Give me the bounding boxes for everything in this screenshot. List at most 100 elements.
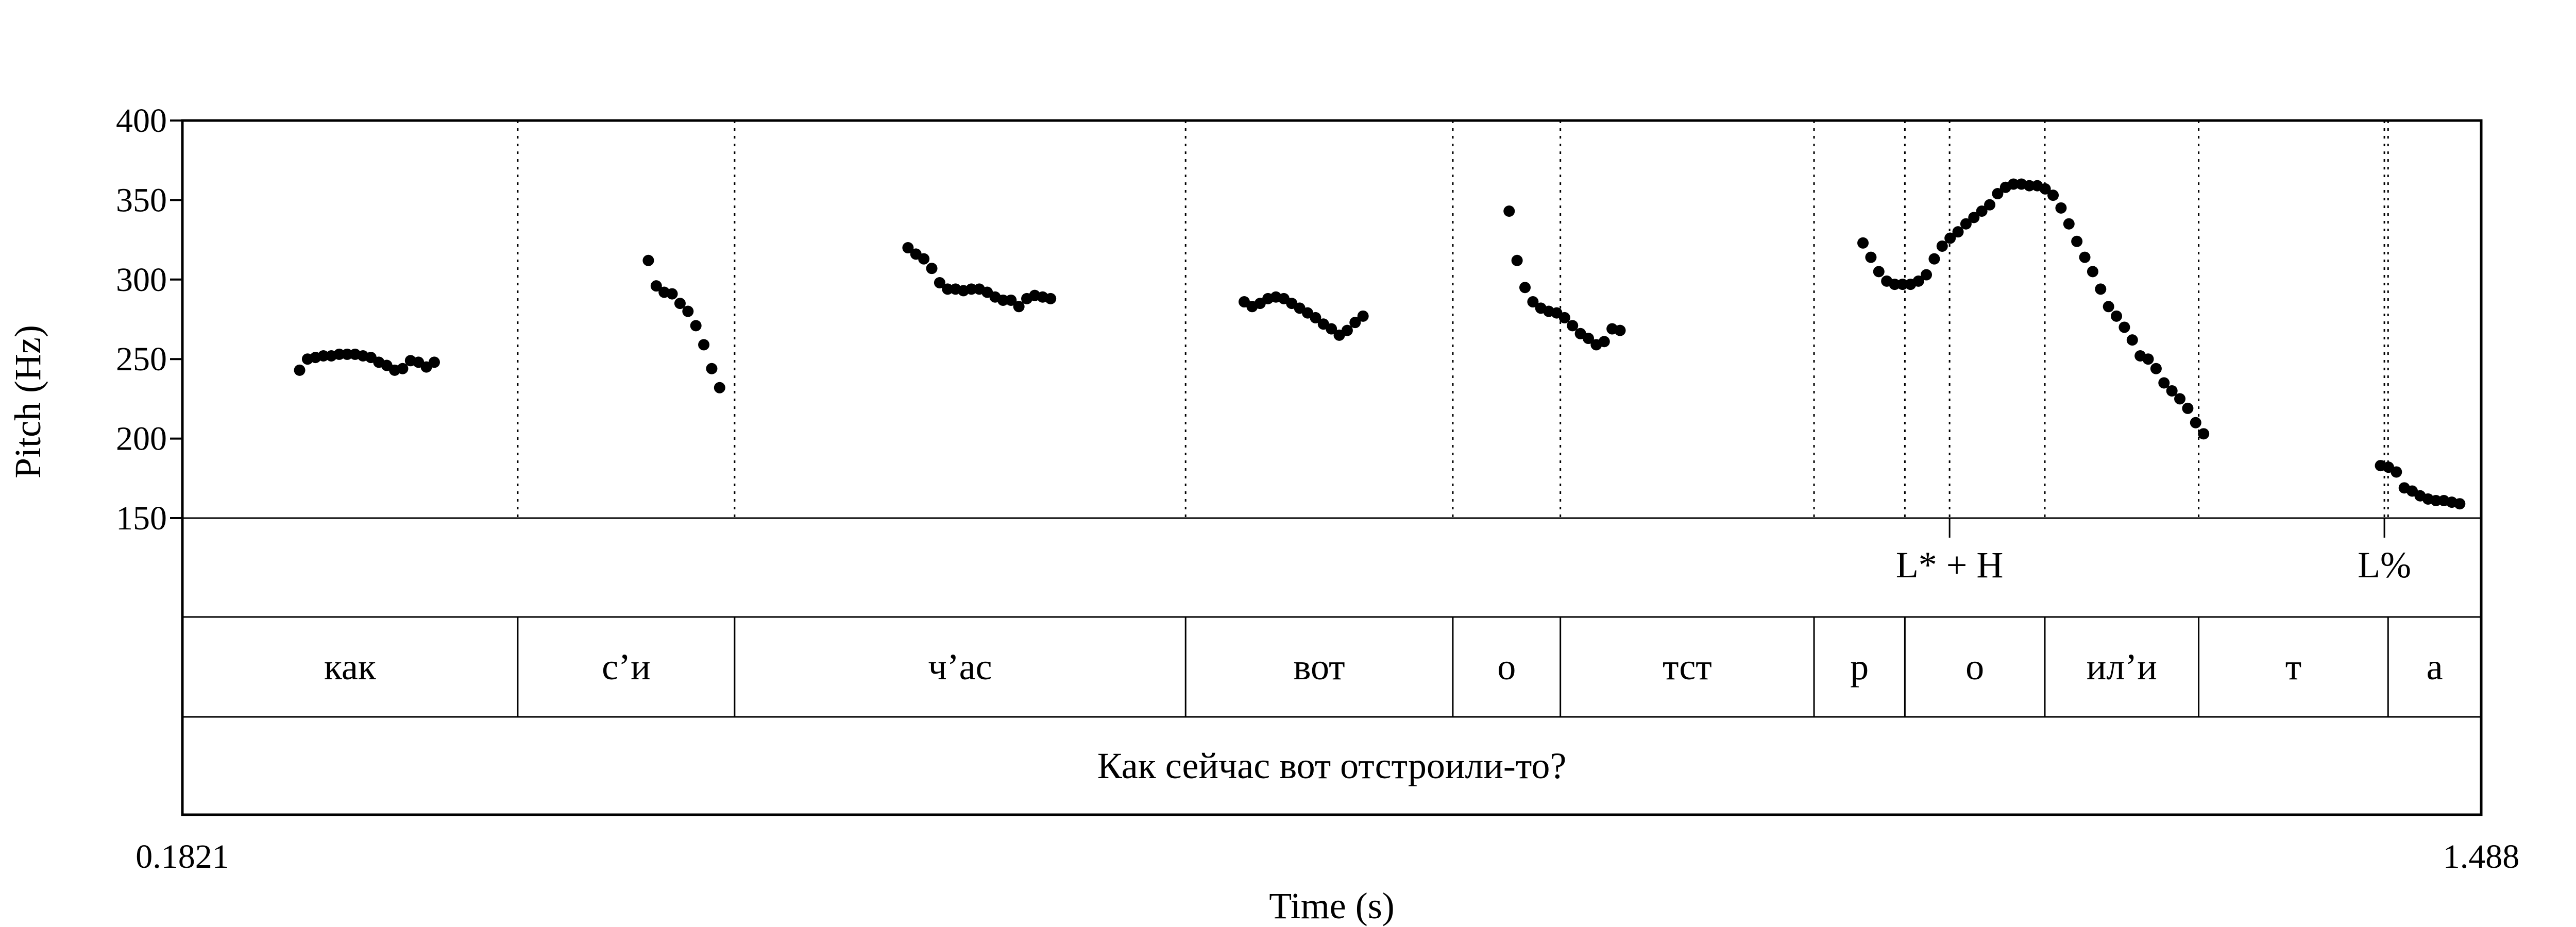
pitch-point — [294, 364, 306, 376]
pitch-point — [1952, 226, 1964, 238]
segment-label: т — [2285, 646, 2301, 688]
pitch-point — [1013, 301, 1025, 313]
tone-label: L* + H — [1896, 544, 2004, 586]
pitch-point — [918, 253, 930, 265]
pitch-point — [1857, 237, 1869, 249]
pitch-point — [902, 242, 914, 254]
pitch-point — [942, 283, 954, 295]
segment-label: как — [324, 646, 377, 688]
pitch-point — [2103, 301, 2114, 313]
pitch-point — [2150, 363, 2162, 374]
pitch-point — [2039, 183, 2051, 195]
pitch-point — [2182, 402, 2194, 414]
pitch-point — [1349, 317, 1361, 329]
pitch-point — [2047, 190, 2059, 201]
pitch-point — [1960, 218, 1972, 230]
y-axis-title: Pitch (Hz) — [7, 325, 48, 478]
pitch-point — [1511, 254, 1523, 266]
pitch-point — [965, 283, 977, 295]
pitch-point — [2087, 266, 2098, 278]
tone-label: L% — [2358, 544, 2411, 586]
pitch-point — [1976, 205, 1988, 217]
pitch-point — [2158, 377, 2170, 389]
y-tick-label: 350 — [116, 181, 167, 219]
pitch-point — [341, 348, 353, 360]
pitch-point — [1341, 324, 1353, 336]
pitch-point — [1045, 293, 1057, 304]
pitch-point — [1310, 312, 1321, 323]
pitch-point — [1503, 205, 1515, 217]
pitch-point — [1527, 296, 1539, 308]
pitch-point — [1984, 199, 1996, 211]
pitch-point — [1005, 294, 1017, 306]
pitch-point — [1936, 240, 1948, 252]
pitch-point — [997, 294, 1009, 306]
pitch-point — [428, 356, 440, 368]
segment-label: о — [1965, 646, 1984, 688]
pitch-point — [1912, 275, 1924, 287]
x-min-label: 0.1821 — [135, 838, 229, 876]
pitch-point — [1614, 324, 1626, 336]
y-tick-label: 250 — [116, 340, 167, 378]
pitch-point — [2454, 498, 2466, 510]
pitch-point — [682, 305, 694, 317]
y-axis-ticks: 400 350 300 250 200 150 — [116, 102, 182, 537]
pitch-point — [2111, 310, 2123, 322]
annotation-tiers: L* + H L% как с’и ч’ас вот о тст р о ил’и т а Как сей… — [182, 517, 2481, 786]
plot-frame — [181, 119, 2483, 816]
pitch-point — [2391, 466, 2402, 478]
pitch-point — [1567, 320, 1579, 332]
pitch-point — [2190, 417, 2201, 428]
pitch-point — [2142, 353, 2154, 365]
pitch-point — [2126, 334, 2138, 346]
pitch-point — [934, 277, 945, 288]
segment-label: р — [1850, 646, 1869, 688]
pitch-point — [1873, 266, 1885, 278]
pitch-point — [1944, 232, 1956, 244]
interval-dividers — [517, 121, 2389, 717]
x-axis-title: Time (s) — [1269, 885, 1394, 926]
y-tick-label: 300 — [116, 261, 167, 299]
pitch-point — [642, 254, 654, 266]
pitch-point — [1357, 310, 1369, 322]
pitch-point — [317, 350, 329, 362]
pitch-point — [333, 348, 345, 360]
segment-label: с’и — [602, 646, 650, 688]
pitch-point — [2063, 218, 2075, 230]
segment-label: вот — [1294, 646, 1345, 688]
pitch-point — [2023, 180, 2035, 192]
pitch-point — [1889, 279, 1901, 290]
pitch-point — [2008, 178, 2020, 190]
pitch-point — [698, 339, 710, 351]
segment-label: ч’ас — [928, 646, 992, 688]
pitch-point — [1519, 282, 1531, 294]
pitch-point — [2079, 251, 2091, 263]
y-tick-label: 400 — [116, 102, 167, 140]
pitch-point — [1326, 323, 1337, 335]
pitch-point — [2055, 202, 2067, 214]
pitch-point — [2198, 428, 2210, 440]
pitch-points — [294, 178, 2466, 510]
pitch-point — [1598, 336, 1610, 348]
pitch-point — [1928, 253, 1940, 265]
pitch-point — [1865, 251, 1877, 263]
segment-label: тст — [1663, 646, 1712, 688]
utterance-label: Как сейчас вот отстроили-то? — [1097, 745, 1567, 786]
pitch-point — [1968, 212, 1980, 224]
pitch-point — [1896, 279, 1908, 290]
pitch-point — [690, 320, 702, 332]
pitch-point — [397, 363, 409, 374]
y-tick-label: 150 — [116, 500, 167, 537]
pitch-point — [2095, 283, 2107, 295]
pitch-point — [2071, 235, 2083, 247]
pitch-point — [674, 298, 686, 310]
segment-label: ил’и — [2087, 646, 2157, 688]
segment-label: а — [2427, 646, 2443, 688]
pitch-point — [1992, 188, 2004, 200]
pitch-point — [2166, 385, 2178, 397]
y-tick-label: 200 — [116, 420, 167, 458]
x-max-label: 1.488 — [2443, 838, 2520, 876]
pitch-point — [714, 382, 725, 393]
